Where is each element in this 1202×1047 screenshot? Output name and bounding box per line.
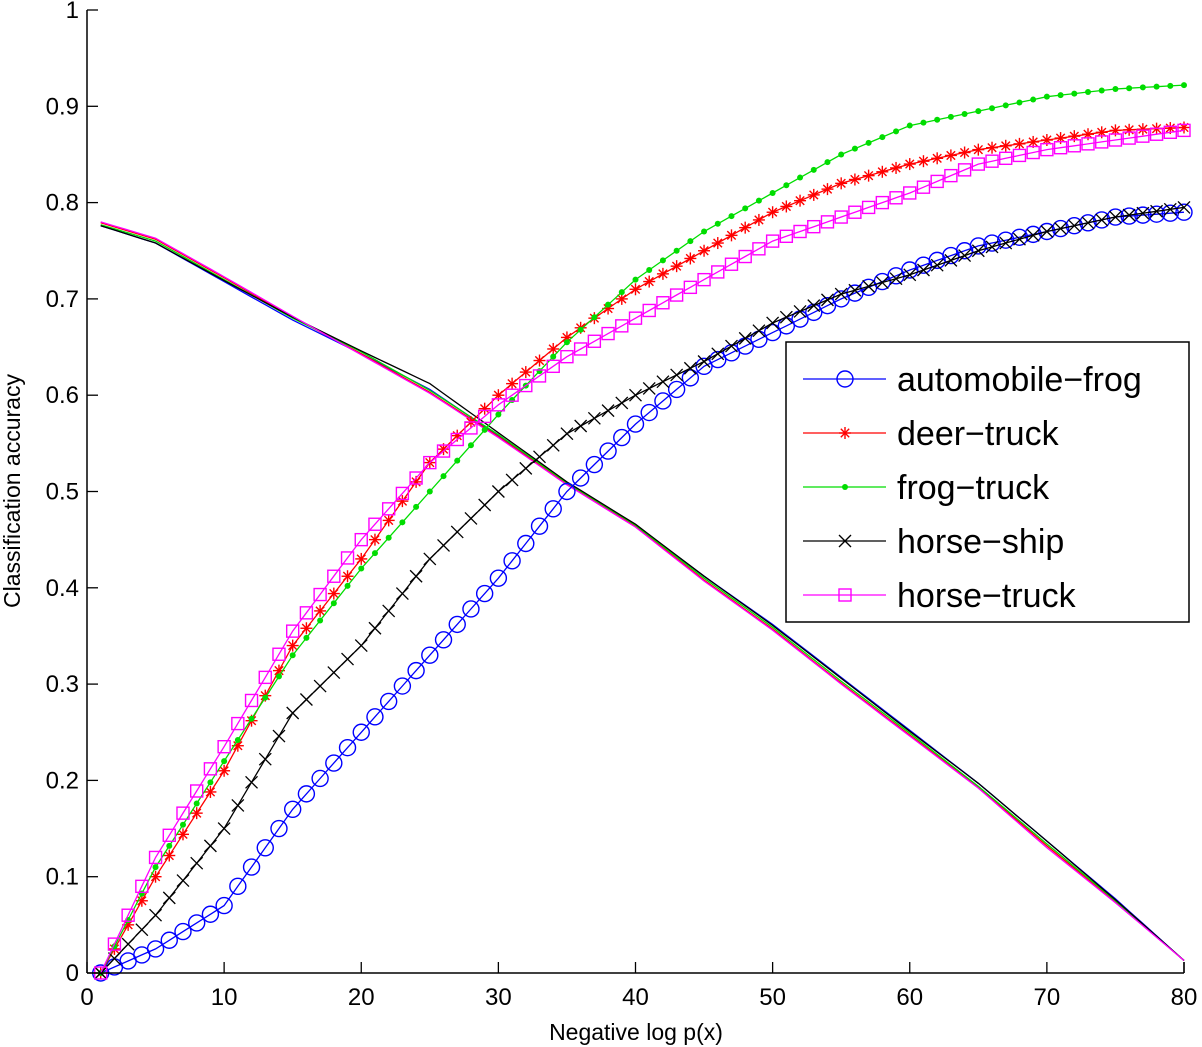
y-tick-label: 0 — [66, 960, 79, 987]
y-tick-label: 1 — [66, 0, 79, 24]
legend-box — [785, 341, 1190, 623]
x-tick-label: 40 — [622, 984, 649, 1011]
y-tick-label: 0.1 — [46, 864, 79, 891]
descending-line — [100, 225, 1185, 961]
x-tick-label: 70 — [1034, 984, 1061, 1011]
x-tick-label: 20 — [348, 984, 375, 1011]
legend-label: horse−truck — [897, 577, 1077, 615]
x-tick-label: 10 — [211, 984, 238, 1011]
descending-line — [100, 221, 1185, 961]
series-circle — [92, 203, 1193, 982]
x-axis-title: Negative log p(x) — [549, 1019, 723, 1045]
y-tick-label: 0.6 — [46, 382, 79, 409]
legend-item-frog-truck: frog−truck — [803, 469, 1050, 507]
y-tick-label: 0.7 — [46, 286, 79, 313]
y-tick-label: 0.5 — [46, 479, 79, 506]
legend-label: automobile−frog — [897, 361, 1142, 399]
axes: 0 10 20 30 40 50 60 70 80 0 0.1 0.2 0.3 0.4 0.5 0.6 0.7 0… — [46, 0, 1198, 1011]
legend-item-automobile-frog: automobile−frog — [803, 361, 1142, 399]
x-tick-label: 0 — [80, 984, 93, 1011]
legend-item-horse-truck: horse−truck — [803, 577, 1077, 615]
x-tick-label: 60 — [896, 984, 923, 1011]
legend: automobile−frog deer−truck frog−truck ho… — [785, 341, 1190, 623]
x-tick-label: 30 — [485, 984, 512, 1011]
y-tick-label: 0.9 — [46, 93, 79, 120]
x-tick-label: 50 — [759, 984, 786, 1011]
asterisk-marker-icon — [803, 427, 886, 439]
circle-marker-icon — [803, 370, 886, 388]
legend-item-horse-ship: horse−ship — [803, 523, 1064, 561]
legend-label: deer−truck — [897, 415, 1060, 453]
y-tick-label: 0.8 — [46, 190, 79, 217]
x-tick-label: 80 — [1171, 984, 1198, 1011]
legend-label: horse−ship — [897, 523, 1064, 561]
legend-label: frog−truck — [897, 469, 1050, 507]
series-square — [94, 123, 1191, 980]
y-tick-label: 0.4 — [46, 575, 79, 602]
legend-item-deer-truck: deer−truck — [803, 415, 1060, 453]
x-marker-icon — [803, 534, 886, 548]
dot-marker-icon — [803, 484, 886, 490]
plot-area — [92, 82, 1193, 982]
y-tick-label: 0.2 — [46, 767, 79, 794]
y-axis-title: Classification accuracy — [0, 374, 25, 608]
series-x — [94, 200, 1191, 980]
y-tick-label: 0.3 — [46, 671, 79, 698]
square-marker-icon — [803, 588, 886, 602]
